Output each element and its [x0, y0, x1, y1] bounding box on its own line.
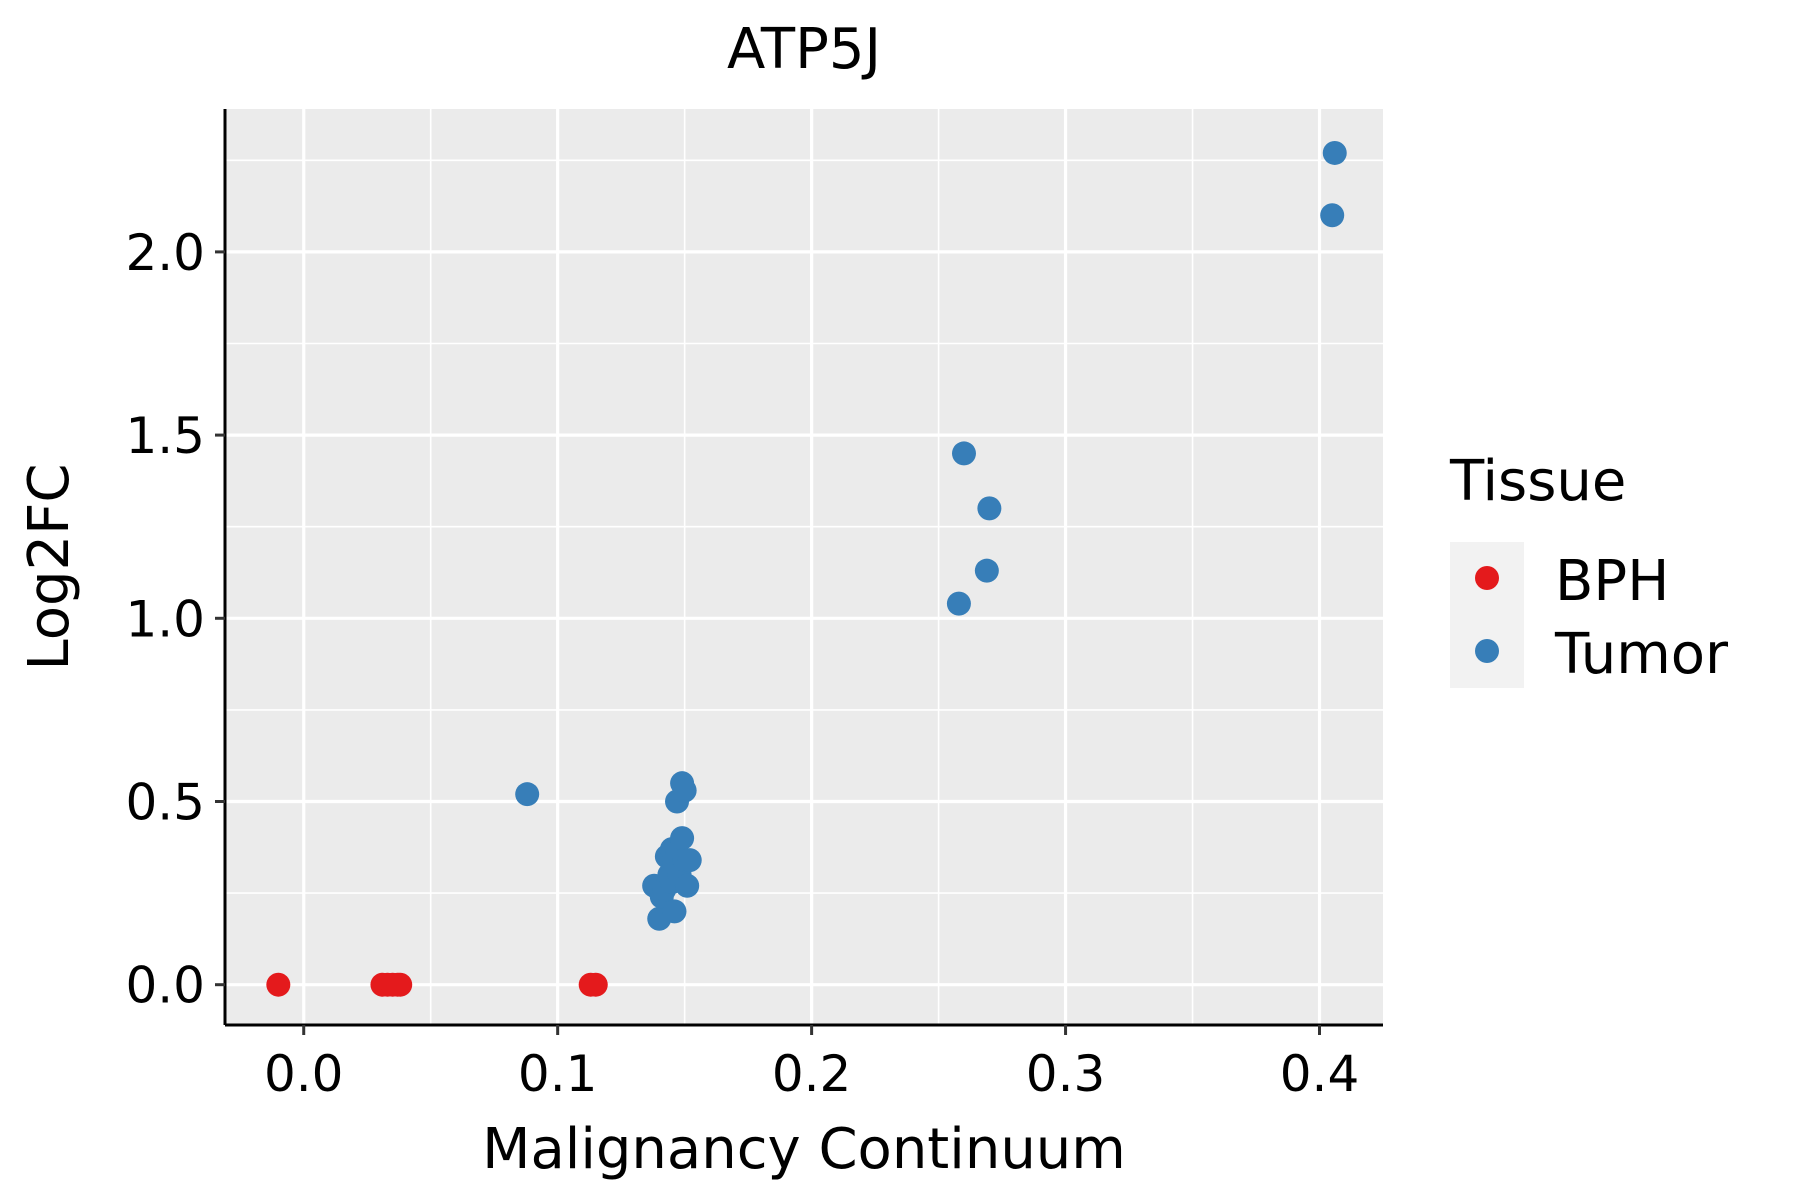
legend-label-bph: BPH	[1555, 549, 1669, 614]
data-point-tumor	[662, 899, 687, 924]
legend-key-bph	[1475, 566, 1499, 590]
data-point-bph	[266, 972, 291, 997]
y-tick-label: 0.0	[125, 957, 205, 1015]
y-axis-title: Log2FC	[17, 464, 82, 671]
x-tick-label: 0.0	[264, 1045, 344, 1103]
data-point-tumor	[1322, 140, 1347, 165]
data-point-tumor	[670, 826, 695, 851]
data-points	[266, 140, 1347, 997]
x-tick-label: 0.2	[772, 1045, 852, 1103]
data-point-tumor	[677, 848, 702, 873]
x-axis-title: Malignancy Continuum	[482, 1117, 1126, 1182]
legend-key-tumor	[1475, 639, 1499, 663]
chart-title: ATP5J	[727, 17, 881, 82]
data-point-tumor	[946, 591, 971, 616]
x-tick-label: 0.1	[518, 1045, 598, 1103]
y-tick-label: 1.0	[125, 590, 205, 648]
legend-label-tumor: Tumor	[1554, 622, 1729, 687]
data-point-tumor	[672, 778, 697, 803]
plot-panel	[225, 109, 1383, 1025]
x-axis-ticks: 0.0 0.1 0.2 0.3 0.4	[264, 1025, 1359, 1103]
data-point-tumor	[977, 496, 1002, 521]
major-gridlines	[225, 109, 1383, 1025]
y-tick-label: 0.5	[125, 773, 205, 831]
data-point-tumor	[974, 558, 999, 583]
data-point-tumor	[515, 782, 540, 807]
y-tick-label: 2.0	[125, 224, 205, 282]
data-point-bph	[388, 972, 413, 997]
y-axis-ticks: 0.0 0.5 1.0 1.5 2.0	[125, 224, 225, 1015]
legend: Tissue BPH Tumor	[1449, 449, 1729, 688]
data-point-tumor	[951, 441, 976, 466]
y-tick-label: 1.5	[125, 407, 205, 465]
minor-gridlines	[225, 109, 1383, 1025]
legend-title: Tissue	[1449, 449, 1626, 514]
legend-key-background	[1450, 542, 1524, 688]
data-point-bph	[583, 972, 608, 997]
x-tick-label: 0.3	[1026, 1045, 1106, 1103]
data-point-tumor	[675, 873, 700, 898]
x-tick-label: 0.4	[1280, 1045, 1360, 1103]
data-point-tumor	[1320, 203, 1345, 228]
